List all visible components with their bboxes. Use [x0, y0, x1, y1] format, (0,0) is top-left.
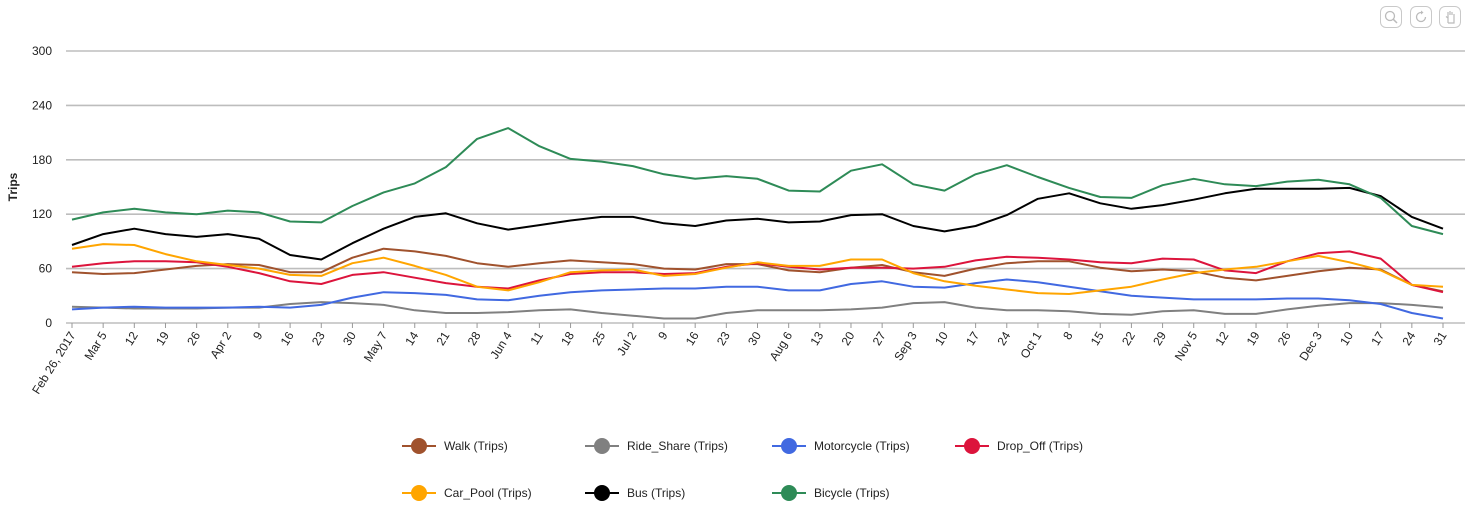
x-tick-label: Jul 2 [614, 329, 639, 358]
x-tick-label: 28 [465, 329, 484, 348]
y-tick-label: 60 [39, 262, 53, 276]
series-line[interactable] [71, 127, 1444, 236]
x-tick-label: 10 [932, 329, 951, 348]
x-tick-label: 27 [870, 329, 889, 348]
legend-item[interactable]: Bus (Trips) [585, 484, 685, 502]
x-tick-label: 18 [558, 329, 577, 348]
legend-label: Car_Pool (Trips) [444, 486, 532, 500]
legend-label: Bicycle (Trips) [814, 486, 890, 500]
legend-swatch [955, 438, 989, 454]
reset-button[interactable] [1410, 6, 1432, 28]
legend-swatch [402, 438, 436, 454]
legend-item[interactable]: Motorcycle (Trips) [772, 437, 910, 455]
legend-swatch [585, 438, 619, 454]
reset-icon [1415, 10, 1427, 23]
legend-swatch [402, 485, 436, 501]
x-tick-label: 13 [807, 329, 826, 348]
x-tick-label: 14 [402, 329, 421, 348]
x-tick-label: 19 [153, 329, 172, 348]
x-tick-label: Mar 5 [82, 329, 110, 363]
x-tick-label: 29 [1150, 329, 1169, 348]
legend-item[interactable]: Drop_Off (Trips) [955, 437, 1083, 455]
series-line[interactable] [71, 278, 1444, 320]
x-tick-label: 8 [1060, 329, 1076, 342]
zoom-icon [1384, 10, 1398, 24]
legend-label: Bus (Trips) [627, 486, 686, 500]
x-tick-label: 15 [1088, 329, 1107, 348]
series-line[interactable] [71, 243, 1444, 295]
x-tick-label: 20 [839, 329, 858, 348]
x-tick-label: 12 [1212, 329, 1231, 348]
y-tick-label: 180 [32, 153, 52, 167]
x-tick-label: 17 [963, 329, 982, 348]
pan-button[interactable] [1439, 6, 1461, 28]
legend-item[interactable]: Walk (Trips) [402, 437, 508, 455]
x-tick-label: 31 [1431, 329, 1450, 348]
x-tick-label: Apr 2 [207, 329, 234, 361]
legend-label: Walk (Trips) [444, 439, 508, 453]
legend-label: Ride_Share (Trips) [627, 439, 728, 453]
legend-item[interactable]: Bicycle (Trips) [772, 484, 890, 502]
legend-label: Drop_Off (Trips) [997, 439, 1084, 453]
x-tick-label: 23 [714, 329, 733, 348]
x-tick-label: 19 [1244, 329, 1263, 348]
pan-icon [1445, 11, 1455, 24]
legend-item[interactable]: Ride_Share (Trips) [585, 437, 728, 455]
x-tick-label: Nov 5 [1172, 329, 1201, 363]
x-tick-label: 11 [527, 329, 546, 347]
y-tick-label: 240 [32, 98, 52, 112]
x-tick-label: 23 [309, 329, 328, 348]
zoom-button[interactable] [1380, 6, 1402, 28]
x-tick-label: Oct 1 [1017, 329, 1044, 361]
legend-swatch [772, 485, 806, 501]
x-tick-label: 21 [434, 329, 453, 348]
series-lines [71, 127, 1444, 320]
x-tick-label: Feb 26, 2017 [29, 329, 79, 397]
series-line[interactable] [71, 301, 1444, 320]
x-tick-label: 17 [1368, 329, 1387, 348]
x-tick-label: 16 [278, 329, 297, 348]
x-tick-label: 9 [655, 329, 671, 342]
x-tick-label: 24 [1399, 329, 1418, 348]
x-tick-label: Aug 6 [767, 329, 796, 363]
legend-swatch [585, 485, 619, 501]
x-axis-ticks: Feb 26, 2017 Mar 5 12 19 26 Apr 2 9 16 23 30 May 7… [29, 323, 1450, 397]
x-tick-label: 24 [994, 329, 1013, 348]
y-axis-label: Trips [6, 172, 20, 201]
x-tick-label: Jun 4 [487, 329, 515, 362]
x-tick-label: May 7 [361, 329, 390, 364]
grid-lines [66, 50, 1465, 324]
y-tick-label: 120 [32, 207, 52, 221]
x-tick-label: 10 [1337, 329, 1356, 348]
x-tick-label: 25 [589, 329, 608, 348]
x-tick-label: Sep 3 [891, 329, 920, 363]
y-axis-ticks: 0 60 120 180 240 300 [32, 44, 52, 330]
legend-item[interactable]: Car_Pool (Trips) [402, 484, 532, 502]
x-tick-label: 30 [745, 329, 764, 348]
x-tick-label: 26 [1275, 329, 1294, 348]
x-tick-label: 12 [122, 329, 141, 348]
x-tick-label: 26 [184, 329, 203, 348]
legend-swatch [772, 438, 806, 454]
y-tick-label: 300 [32, 44, 52, 58]
y-tick-label: 0 [45, 316, 52, 330]
series-line[interactable] [71, 247, 1444, 293]
x-tick-label: 16 [683, 329, 702, 348]
legend-label: Motorcycle (Trips) [814, 439, 910, 453]
x-tick-label: 9 [250, 329, 266, 342]
series-line[interactable] [71, 186, 1444, 261]
x-tick-label: Dec 3 [1296, 329, 1325, 363]
x-tick-label: 22 [1119, 329, 1138, 348]
x-tick-label: 30 [340, 329, 359, 348]
